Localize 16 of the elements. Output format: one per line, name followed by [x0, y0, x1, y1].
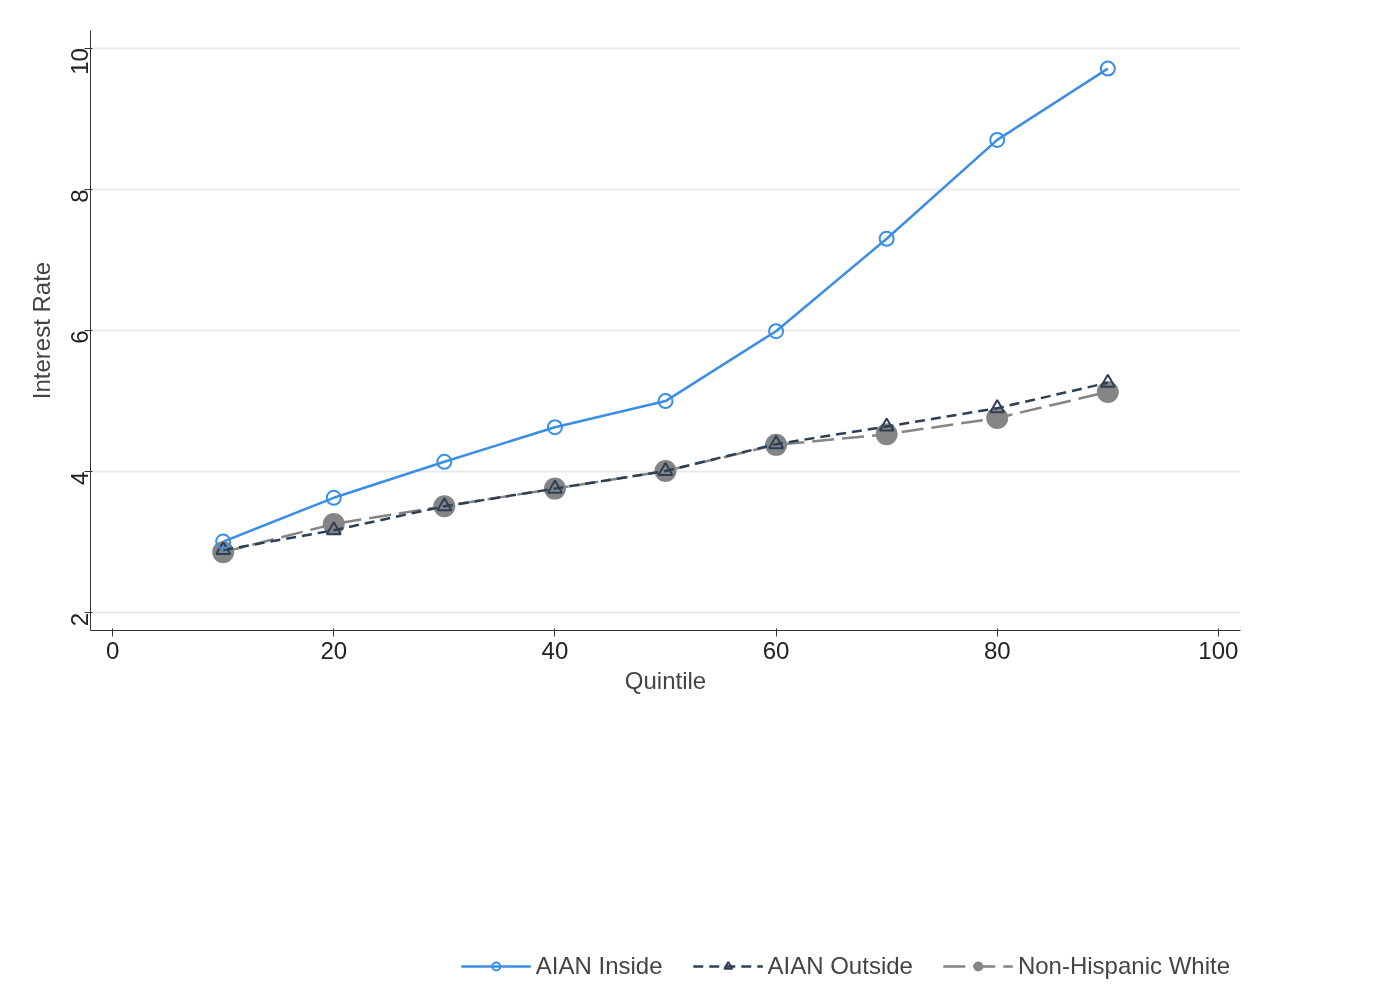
- y-tick-label: 6: [66, 330, 93, 344]
- x-tick-label: 20: [320, 636, 348, 664]
- x-tick-label: 80: [983, 636, 1011, 664]
- y-tick-label: 2: [66, 612, 93, 627]
- y-axis-title: Interest Rate: [27, 261, 55, 400]
- x-axis-title: Quintile: [624, 666, 707, 694]
- legend-label: Non-Hispanic White: [1017, 952, 1230, 980]
- y-tick-label: 10: [66, 48, 93, 75]
- legend-label: AIAN Outside: [767, 952, 913, 980]
- x-tick-label: 40: [541, 636, 569, 664]
- legend-label: AIAN Inside: [535, 952, 663, 980]
- x-tick-label: 0: [105, 636, 120, 664]
- x-tick-label: 100: [1198, 636, 1239, 664]
- x-tick-label: 60: [762, 636, 790, 664]
- y-tick-label: 8: [66, 189, 93, 203]
- y-tick-label: 4: [66, 471, 93, 486]
